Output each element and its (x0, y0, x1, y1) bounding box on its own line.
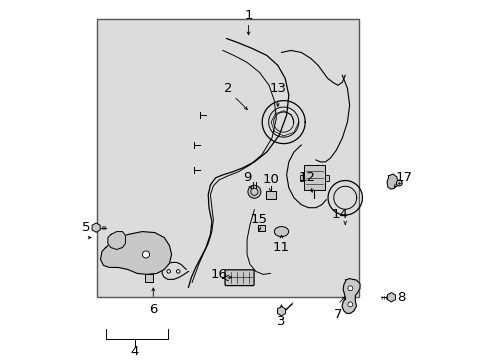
Bar (97, 19, 358, 297)
Text: 16: 16 (210, 268, 227, 281)
Text: 14: 14 (331, 208, 348, 221)
Circle shape (347, 286, 352, 291)
Ellipse shape (274, 226, 288, 237)
Text: 10: 10 (262, 173, 278, 186)
Text: 6: 6 (149, 303, 157, 316)
Polygon shape (92, 223, 100, 232)
Polygon shape (108, 231, 125, 249)
Bar (300, 175, 303, 181)
Bar (325, 175, 328, 181)
Text: 13: 13 (269, 82, 286, 95)
Bar (304, 165, 325, 190)
Bar (145, 274, 153, 282)
Text: 12: 12 (298, 171, 315, 184)
Text: 7: 7 (333, 308, 342, 321)
Text: 4: 4 (130, 345, 139, 357)
Text: 8: 8 (396, 291, 404, 304)
Polygon shape (101, 231, 171, 274)
Polygon shape (386, 174, 397, 189)
Polygon shape (386, 293, 395, 302)
Circle shape (396, 180, 401, 186)
Text: 2: 2 (224, 82, 232, 95)
Text: 1: 1 (244, 9, 252, 22)
Circle shape (247, 185, 260, 198)
Bar (258, 225, 265, 231)
Circle shape (142, 251, 149, 258)
Text: 15: 15 (250, 213, 267, 226)
FancyBboxPatch shape (224, 270, 254, 285)
Polygon shape (277, 306, 285, 316)
Circle shape (347, 302, 352, 307)
Text: 3: 3 (277, 315, 285, 328)
Polygon shape (342, 279, 359, 314)
Text: 5: 5 (81, 221, 90, 234)
Text: 9: 9 (243, 171, 251, 184)
Circle shape (176, 270, 180, 273)
Circle shape (166, 270, 170, 273)
Text: 11: 11 (272, 241, 289, 254)
Bar (265, 191, 276, 199)
Text: 17: 17 (394, 171, 411, 184)
